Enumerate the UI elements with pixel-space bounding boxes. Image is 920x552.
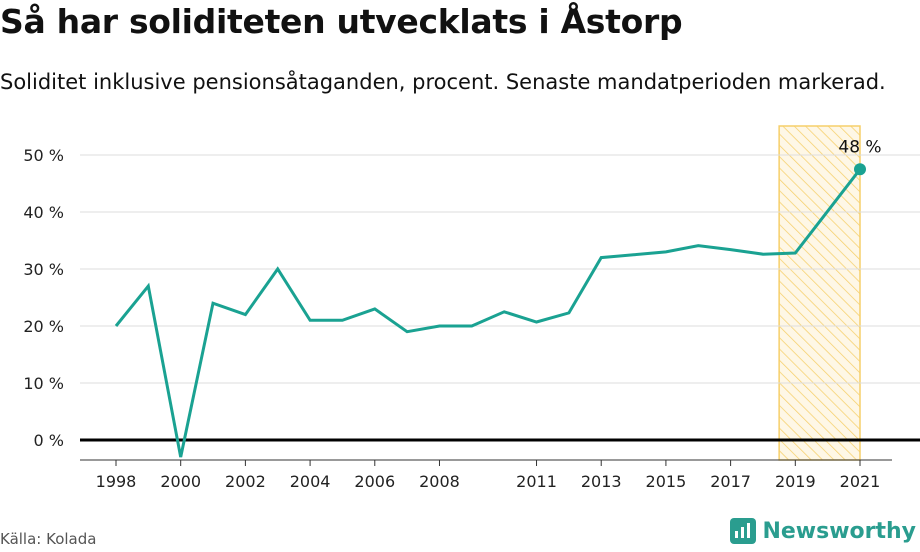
x-tick-label: 2021 (840, 472, 881, 491)
source-note: Källa: Kolada (0, 530, 97, 548)
y-tick-label: 10 % (23, 374, 64, 393)
y-tick-label: 40 % (23, 203, 64, 222)
chart-subtitle: Soliditet inklusive pensionsåtaganden, p… (0, 70, 886, 94)
y-tick-label: 0 % (34, 431, 64, 450)
endpoint-marker (854, 163, 866, 176)
x-tick-label: 2000 (160, 472, 201, 491)
y-tick-label: 50 % (23, 146, 64, 165)
x-tick-label: 2017 (710, 472, 751, 491)
x-tick-label: 1998 (96, 472, 137, 491)
x-tick-label: 2015 (646, 472, 687, 491)
newsworthy-icon (730, 518, 757, 544)
brand-name: Newsworthy (762, 518, 916, 544)
chart-title: Så har soliditeten utvecklats i Åstorp (0, 2, 683, 41)
endpoint-label: 48 % (838, 137, 881, 157)
y-tick-label: 20 % (23, 317, 64, 336)
y-tick-label: 30 % (23, 260, 64, 279)
x-tick-label: 2006 (354, 472, 395, 491)
brand-logo: Newsworthy (730, 518, 916, 544)
x-tick-label: 2004 (290, 472, 331, 491)
x-tick-label: 2019 (775, 472, 816, 491)
highlight-band-hatch (778, 125, 861, 461)
x-tick-label: 2002 (225, 472, 266, 491)
series-line (114, 168, 862, 458)
x-tick-label: 2013 (581, 472, 622, 491)
x-tick-label: 2011 (516, 472, 557, 491)
x-tick-label: 2008 (419, 472, 460, 491)
